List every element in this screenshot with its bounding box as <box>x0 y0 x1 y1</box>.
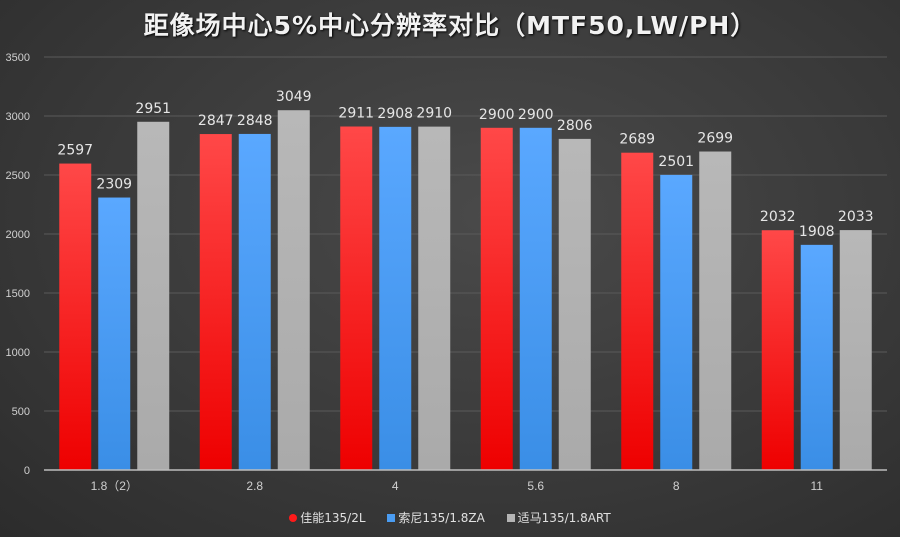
y-tick-label: 500 <box>12 406 30 418</box>
bar <box>519 127 552 471</box>
bar <box>558 138 591 470</box>
data-label: 2910 <box>416 106 452 122</box>
bar <box>761 230 794 470</box>
data-label: 2806 <box>557 118 593 134</box>
data-label: 2501 <box>658 154 694 170</box>
legend-item-sigma[interactable]: 适马135/1.8ART <box>506 509 611 526</box>
legend-swatch-red-icon <box>289 513 298 522</box>
legend-item-sony[interactable]: 索尼135/1.8ZA <box>387 509 485 526</box>
data-label: 2848 <box>237 113 273 129</box>
data-label: 2033 <box>838 209 874 225</box>
x-tick-label: 8 <box>673 479 680 493</box>
bar <box>621 152 654 470</box>
y-tick-label: 1000 <box>6 347 30 359</box>
data-label: 2597 <box>57 143 93 159</box>
bar <box>379 126 412 470</box>
legend-label: 索尼135/1.8ZA <box>398 511 485 525</box>
legend: 佳能135/2L 索尼135/1.8ZA 适马135/1.8ART <box>0 509 900 526</box>
data-label: 2847 <box>198 113 234 129</box>
bar <box>238 133 271 470</box>
bar <box>277 110 310 470</box>
bar <box>59 163 92 470</box>
x-tick-label: 5.6 <box>527 479 544 493</box>
bar <box>839 230 872 470</box>
bar <box>418 126 451 471</box>
legend-item-canon[interactable]: 佳能135/2L <box>289 509 366 526</box>
x-tick-label: 11 <box>811 479 824 493</box>
data-label: 2951 <box>135 101 171 117</box>
data-label: 2908 <box>377 106 413 122</box>
y-tick-label: 2000 <box>6 229 30 241</box>
bar <box>660 174 693 470</box>
data-label: 2032 <box>760 209 796 225</box>
legend-swatch-blue-icon <box>387 513 396 522</box>
bar <box>98 197 131 470</box>
data-label: 2911 <box>338 106 374 122</box>
bar <box>800 244 833 470</box>
data-label: 2689 <box>619 132 655 148</box>
bar <box>480 127 513 471</box>
bar <box>199 134 232 470</box>
chart-title: 距像场中心5%中心分辨率对比（MTF50,LW/PH） <box>143 11 757 40</box>
y-tick-label: 2500 <box>6 170 30 182</box>
data-label: 2699 <box>697 131 733 147</box>
x-axis: 1.8（2） 2.8 4 5.6 8 11 <box>44 469 887 493</box>
y-tick-label: 1500 <box>6 288 30 300</box>
y-tick-label: 0 <box>24 465 30 477</box>
x-tick-label: 2.8 <box>246 479 263 493</box>
data-label: 2900 <box>479 107 515 123</box>
data-label: 2309 <box>96 177 132 193</box>
gridlines <box>44 56 887 412</box>
data-label: 1908 <box>799 224 835 240</box>
data-label: 3049 <box>276 89 312 105</box>
y-tick-label: 3500 <box>6 52 30 64</box>
bar <box>699 151 732 470</box>
legend-swatch-gray-icon <box>506 513 515 522</box>
x-tick-label: 1.8（2） <box>91 479 138 493</box>
y-tick-label: 3000 <box>6 111 30 123</box>
legend-label: 适马135/1.8ART <box>517 511 611 525</box>
bar <box>340 126 373 470</box>
x-tick-label: 4 <box>392 479 399 493</box>
bars <box>59 110 872 471</box>
bar <box>137 121 170 471</box>
data-label: 2900 <box>518 107 554 123</box>
y-axis: 0 500 1000 1500 2000 2500 3000 3500 <box>6 52 30 477</box>
legend-label: 佳能135/2L <box>300 511 366 525</box>
